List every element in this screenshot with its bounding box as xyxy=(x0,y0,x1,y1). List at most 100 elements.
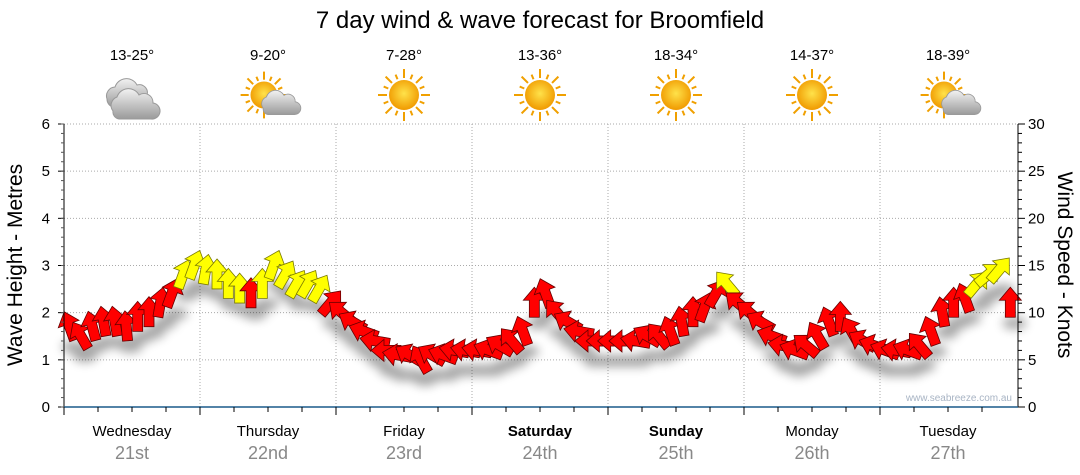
sun-ray xyxy=(666,74,671,80)
arrow-shadow xyxy=(662,345,687,358)
day-name-label: Saturday xyxy=(508,423,573,440)
y-tick-label-left: 0 xyxy=(42,399,50,416)
arrow-shadow xyxy=(934,326,959,339)
arrow-shadow xyxy=(526,317,551,330)
y-tick-label-left: 3 xyxy=(42,258,50,275)
arrow-shadow xyxy=(707,307,732,320)
sun-ray xyxy=(687,75,696,84)
sun-ray xyxy=(792,106,801,115)
cloud-shape xyxy=(261,89,302,116)
sun-ray xyxy=(274,77,282,85)
day-temperature: 13-25° xyxy=(110,47,154,64)
sun-ray xyxy=(791,85,797,90)
y-tick-label-right: 5 xyxy=(1028,352,1036,369)
arrow-shadow xyxy=(152,317,177,330)
sun-disc xyxy=(389,80,419,110)
sun-disc xyxy=(661,80,691,110)
y-tick-label-right: 0 xyxy=(1028,399,1036,416)
wind-arrow xyxy=(985,257,1010,285)
sun-ray xyxy=(384,106,393,115)
wind-arrow xyxy=(510,315,534,347)
arrow-shadow xyxy=(957,312,981,325)
sun-ray xyxy=(687,106,696,115)
wind-arrow xyxy=(998,286,1023,318)
sun-ray xyxy=(246,77,254,85)
wind-arrow xyxy=(500,328,526,356)
sun-ray xyxy=(691,100,697,105)
day-date-label: 25th xyxy=(658,443,693,463)
sun-ray xyxy=(383,85,389,90)
arrow-shadow xyxy=(764,350,789,363)
sun-ray xyxy=(384,75,393,84)
arrow-shadow xyxy=(73,350,97,363)
cloudy-icon xyxy=(106,78,161,120)
day-date-label: 22nd xyxy=(248,443,288,463)
sun-ray xyxy=(926,77,934,85)
sun-ray xyxy=(383,100,389,105)
partly-cloudy-icon xyxy=(240,71,302,119)
day-name-label: Thursday xyxy=(237,423,300,440)
sun-ray xyxy=(255,76,260,82)
sun-ray xyxy=(530,110,535,116)
sun-disc xyxy=(525,80,555,110)
y-tick-label-left: 2 xyxy=(42,305,50,322)
day-date-label: 24th xyxy=(522,443,557,463)
sun-ray xyxy=(656,106,665,115)
sun-ray xyxy=(520,75,529,84)
sun-ray xyxy=(245,99,251,104)
wind-arrow xyxy=(703,279,728,309)
sunny-icon xyxy=(378,69,430,121)
arrow-shadow xyxy=(571,345,596,358)
sun-ray xyxy=(545,74,550,80)
sun-ray xyxy=(691,85,697,90)
y-tick-label-right: 25 xyxy=(1028,163,1045,180)
day-temperature: 14-37° xyxy=(790,47,834,64)
sun-disc xyxy=(797,80,827,110)
day-temperature: 9-20° xyxy=(250,47,286,64)
sun-ray xyxy=(666,110,671,116)
day-name-label: Monday xyxy=(785,423,839,440)
sun-ray xyxy=(520,106,529,115)
wind-arrow xyxy=(806,321,830,352)
sun-ray xyxy=(246,105,254,113)
sun-ray xyxy=(681,74,686,80)
sun-ray xyxy=(551,75,560,84)
sun-ray xyxy=(268,76,273,82)
day-name-label: Tuesday xyxy=(920,423,977,440)
sun-ray xyxy=(954,77,962,85)
arrow-shadow xyxy=(163,307,188,320)
sun-ray xyxy=(957,86,963,91)
y-tick-label-right: 30 xyxy=(1028,116,1045,133)
day-name-label: Sunday xyxy=(649,423,704,440)
cloud-shape xyxy=(941,89,982,116)
day-date-label: 21st xyxy=(115,443,149,463)
arrow-shadow xyxy=(243,307,267,320)
arrow-shadow xyxy=(254,298,279,311)
sun-ray xyxy=(394,74,399,80)
y-tick-label-left: 6 xyxy=(42,116,50,133)
watermark[interactable]: www.seabreeze.com.au xyxy=(905,393,1012,404)
arrow-shadow xyxy=(843,345,868,358)
chart-title: 7 day wind & wave forecast for Broomfiel… xyxy=(316,7,764,34)
sun-ray xyxy=(935,76,940,82)
day-temperature: 18-39° xyxy=(926,47,970,64)
sunny-icon xyxy=(514,69,566,121)
cloud-front xyxy=(941,89,982,116)
sun-ray xyxy=(419,85,425,90)
y-axis-label-left: Wave Height - Metres xyxy=(4,164,27,366)
sun-ray xyxy=(419,100,425,105)
sun-ray xyxy=(926,105,934,113)
sun-ray xyxy=(791,100,797,105)
arrow-shadow xyxy=(322,317,347,330)
sun-ray xyxy=(925,86,931,91)
sunny-icon xyxy=(786,69,838,121)
sun-ray xyxy=(827,100,833,105)
sun-ray xyxy=(245,86,251,91)
sun-ray xyxy=(409,74,414,80)
arrow-shadow xyxy=(367,354,392,367)
sun-ray xyxy=(935,108,940,114)
y-tick-label-left: 5 xyxy=(42,163,50,180)
cloud-front xyxy=(261,89,302,116)
arrow-shadow xyxy=(503,354,528,367)
